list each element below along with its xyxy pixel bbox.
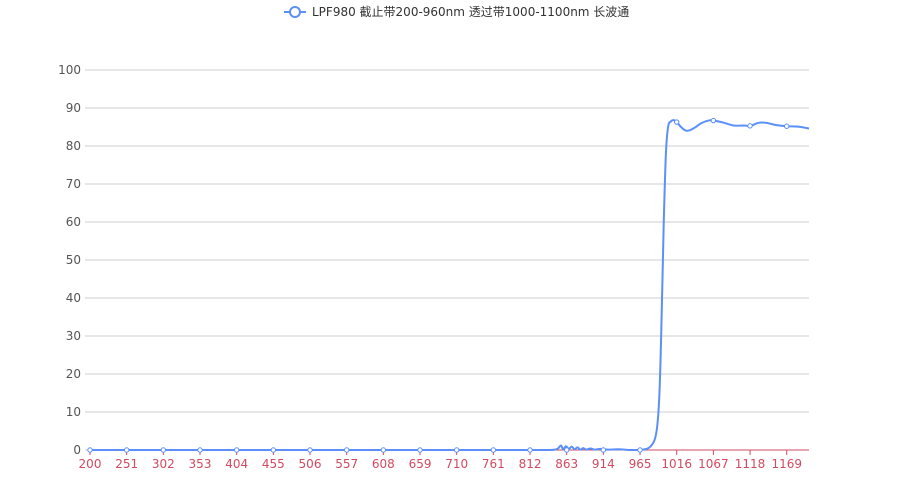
x-tick-label: 965 [629,457,652,471]
x-tick-label: 1169 [771,457,802,471]
data-point [637,447,643,453]
y-axis: 0 10 20 30 40 50 60 70 80 90 100 [58,63,90,457]
x-tick-label: 506 [299,457,322,471]
y-tick-label: 70 [66,177,81,191]
data-point [527,447,533,453]
y-tick-label: 60 [66,215,81,229]
data-point [233,447,240,453]
y-tick-label: 90 [66,101,81,115]
x-tick-label: 1016 [661,457,692,471]
data-point [87,447,93,453]
data-point [490,447,497,453]
x-tick-label: 761 [482,457,505,471]
data-point [380,447,387,453]
data-point [307,447,313,453]
x-tick-label: 353 [189,457,212,471]
x-tick-label: 863 [555,457,578,471]
y-tick-label: 10 [66,405,81,419]
grid [90,69,809,413]
x-tick-label: 200 [79,457,102,471]
y-tick-label: 20 [66,367,81,381]
data-point [160,447,167,453]
x-tick-label: 914 [592,457,615,471]
data-point [710,117,717,124]
x-tick-label: 1118 [735,457,766,471]
x-tick-label: 557 [335,457,358,471]
legend-marker-icon [289,6,301,18]
y-tick-label: 0 [73,443,81,457]
x-tick-label: 302 [152,457,175,471]
data-point [343,447,350,453]
data-point [453,447,460,453]
plot-area [87,117,810,453]
data-point [417,447,423,453]
x-axis: 200 251 302 353 404 455 506 557 608 659 710 761 812 8… [79,449,809,471]
y-tick-label: 40 [66,291,81,305]
data-point [270,447,277,453]
data-point [123,447,130,453]
legend[interactable]: LPF980 截止带200-960nm 透过带1000-1100nm 长波通 [284,5,629,19]
y-tick-label: 30 [66,329,81,343]
x-tick-label: 1067 [698,457,729,471]
x-tick-label: 251 [115,457,138,471]
data-point [747,123,753,129]
data-point [197,447,203,453]
data-point [563,447,570,453]
x-tick-label: 812 [519,457,542,471]
x-tick-label: 404 [225,457,248,471]
x-tick-label: 608 [372,457,395,471]
legend-label: LPF980 截止带200-960nm 透过带1000-1100nm 长波通 [312,5,629,19]
x-tick-label: 455 [262,457,285,471]
y-tick-label: 80 [66,139,81,153]
data-point [600,447,607,453]
y-tick-label: 100 [58,63,81,77]
x-tick-label: 659 [409,457,432,471]
data-point [674,119,680,125]
x-tick-label: 710 [445,457,468,471]
series-line [89,119,810,452]
y-tick-label: 50 [66,253,81,267]
data-point [784,123,790,129]
